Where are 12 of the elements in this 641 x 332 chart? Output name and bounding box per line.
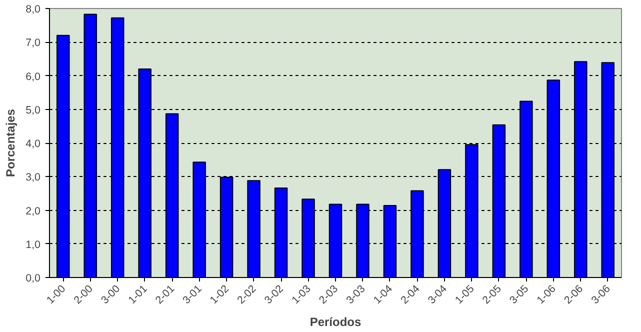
y-tick-label: 1,0 <box>26 238 41 251</box>
y-tick-label: 7,0 <box>26 37 41 50</box>
y-tick-label: 2,0 <box>26 205 41 218</box>
y-tick-label: 0,0 <box>26 272 41 284</box>
x-tick-label: 3-01 <box>180 282 204 307</box>
y-tick-label: 8,0 <box>26 4 41 16</box>
x-axis-title: Períodos <box>310 315 362 330</box>
y-tick-label: 6,0 <box>26 70 41 83</box>
y-tick-label: 3,0 <box>26 172 41 184</box>
y-tick-label: 5,0 <box>26 104 41 116</box>
y-tick-label: 4,0 <box>26 138 41 150</box>
y-axis-title: Porcentajes <box>4 108 18 178</box>
